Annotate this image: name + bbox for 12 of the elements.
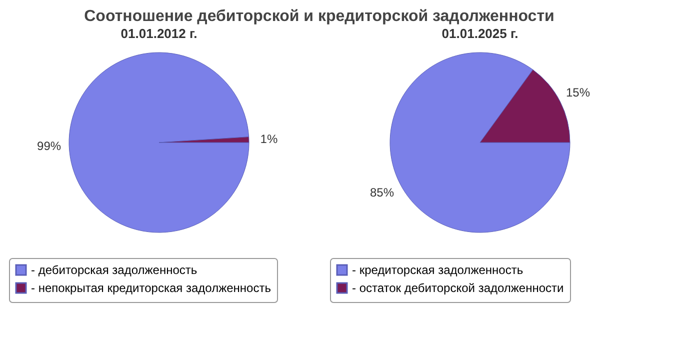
pie-slice (68, 52, 250, 233)
chart-title: 01.01.2025 г. (442, 26, 518, 41)
data-label: 85% (370, 185, 394, 200)
legend-label: - остаток дебиторской задолженности (352, 281, 564, 295)
legend-label: - дебиторская задолженность (31, 263, 198, 277)
legend-label: - непокрытая кредиторская задолженность (31, 281, 271, 295)
legend-label: - кредиторская задолженность (352, 263, 524, 277)
text: Соотношение дебиторской и кредиторской задолженности (84, 8, 554, 25)
data-label: 1% (260, 132, 278, 146)
data-label: 99% (37, 138, 62, 153)
data-label: 15% (566, 86, 590, 100)
chart-title: 01.01.2012 г. (120, 26, 198, 41)
